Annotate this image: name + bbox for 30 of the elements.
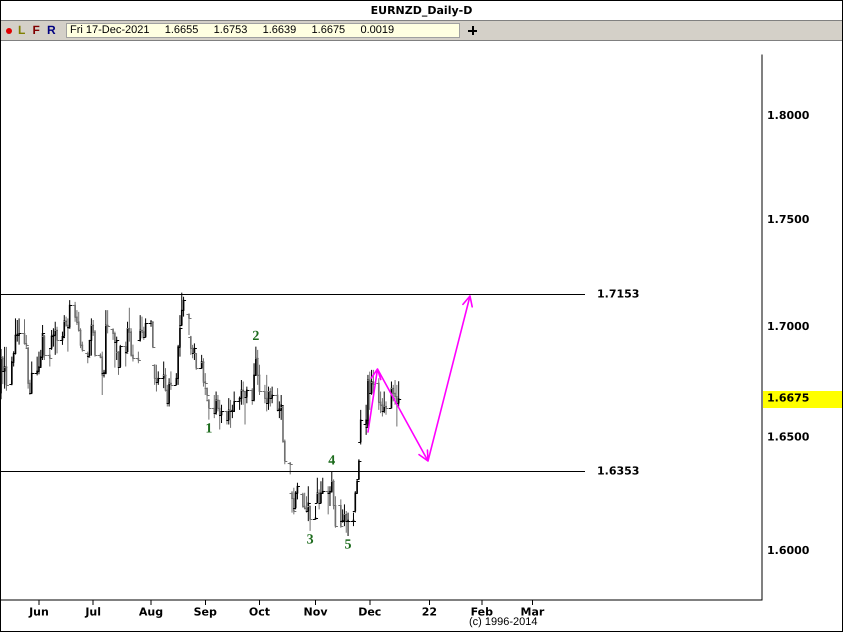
x-tick-label: Aug (138, 605, 164, 618)
x-tick-label: Nov (304, 605, 328, 618)
annotation: 2 (252, 329, 260, 344)
x-tick-label: Jul (84, 605, 102, 618)
y-tick-label: 1.7500 (767, 212, 810, 226)
annotation: 5 (344, 538, 352, 553)
info-field: Fri 17-Dec-2021 1.6655 1.6753 1.6639 1.6675 0.0019 (66, 23, 460, 38)
annotation: 3 (306, 532, 314, 548)
annotation: 1 (205, 421, 212, 436)
text: R (47, 23, 56, 38)
y-tick-label: 1.6675 (767, 391, 810, 404)
y-tick-label: 1.8000 (767, 108, 810, 122)
x-tick-label: Sep (194, 605, 218, 618)
annotation: 4 (328, 454, 336, 469)
text: L (18, 23, 26, 38)
x-tick-label: Dec (358, 605, 382, 618)
text: F (32, 23, 40, 38)
y-tick-label: 1.7000 (767, 320, 810, 334)
x-tick-label: Jun (28, 605, 49, 618)
y-tick-label: 1.6500 (767, 430, 810, 444)
ref-line-label: 1.6353 (597, 464, 640, 478)
text: (c) 1996-2014 (469, 616, 538, 629)
chart-subtitle: Fri 17-Dec-2021 1.6655 1.6753 1.6639 1.6675 0.0019 (70, 24, 394, 37)
x-tick-label: Feb (470, 605, 494, 618)
x-tick-label: Oct (248, 605, 270, 618)
chart-title: EURNZD_Daily-D (370, 4, 472, 17)
y-tick-label: 1.6000 (767, 544, 810, 558)
ref-line-label: 1.7153 (597, 287, 640, 300)
x-tick-label: 22 (422, 605, 438, 618)
x-tick-label: Mar (520, 605, 545, 618)
